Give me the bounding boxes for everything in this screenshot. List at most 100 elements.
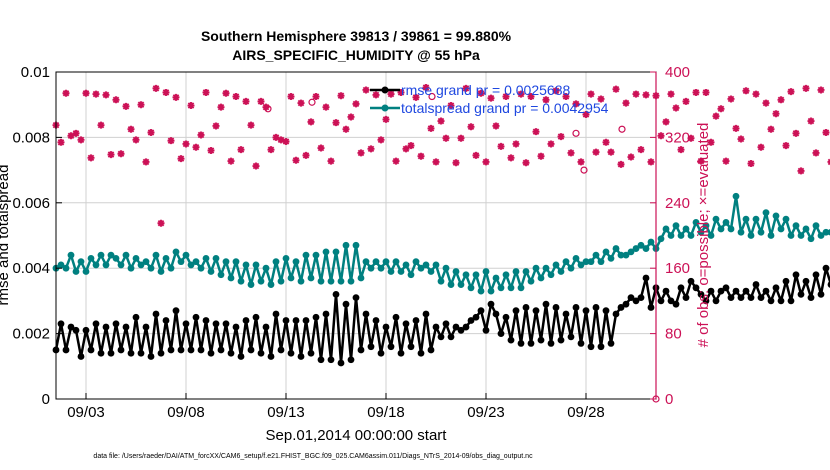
point-rmse (607, 340, 615, 347)
point-rmse (227, 349, 235, 357)
obs-evaluated-marker (422, 84, 430, 92)
point-rmse (517, 340, 525, 347)
obs-evaluated-marker (347, 113, 355, 121)
point-rmse (192, 313, 200, 321)
point-totalspread (262, 264, 270, 272)
point-rmse (267, 353, 275, 360)
point-rmse (142, 323, 150, 331)
point-totalspread (337, 277, 345, 285)
obs-evaluated-marker (822, 128, 830, 136)
point-totalspread (117, 261, 125, 269)
point-totalspread (377, 264, 385, 272)
point-rmse (817, 290, 825, 298)
point-rmse (107, 349, 115, 357)
obs-evaluated-marker (182, 140, 190, 148)
obs-evaluated-marker (547, 140, 555, 148)
obs-evaluated-marker (417, 152, 425, 160)
point-rmse (662, 287, 670, 295)
point-totalspread (297, 277, 305, 285)
obs-evaluated-marker (382, 115, 390, 123)
point-totalspread (397, 268, 405, 275)
obs-evaluated-marker (757, 143, 765, 151)
point-rmse (582, 307, 590, 315)
point-rmse (657, 297, 665, 305)
point-rmse (122, 323, 130, 331)
point-rmse (397, 349, 405, 357)
point-rmse (512, 307, 520, 315)
point-rmse (717, 287, 725, 295)
point-rmse (62, 346, 70, 354)
point-rmse (112, 320, 120, 328)
obs-evaluated-marker (447, 102, 455, 110)
point-rmse (352, 294, 360, 302)
point-rmse (807, 294, 815, 302)
point-totalspread (347, 277, 355, 285)
obs-evaluated-marker (712, 112, 720, 120)
point-rmse (592, 304, 600, 311)
point-rmse (497, 330, 505, 337)
point-totalspread (557, 268, 565, 275)
point-totalspread (307, 274, 315, 282)
point-totalspread (362, 258, 370, 266)
point-rmse (612, 310, 620, 318)
point-totalspread (197, 264, 205, 272)
point-totalspread (177, 258, 185, 266)
point-totalspread (227, 274, 235, 282)
point-totalspread (542, 264, 550, 272)
point-totalspread (702, 222, 710, 230)
point-totalspread (567, 264, 575, 272)
point-totalspread (382, 258, 390, 266)
point-totalspread (102, 261, 110, 269)
obs-evaluated-marker (682, 97, 690, 105)
point-rmse (92, 320, 100, 328)
point-totalspread (732, 192, 740, 200)
point-totalspread (802, 225, 810, 233)
point-rmse (632, 297, 640, 305)
obs-evaluated-marker (332, 119, 340, 127)
y-tick-label-left: 0.002 (12, 326, 50, 343)
point-rmse (202, 317, 210, 324)
obs-evaluated-marker (472, 151, 480, 159)
point-rmse (802, 277, 810, 285)
obs-evaluated-marker (407, 142, 415, 150)
obs-evaluated-marker (572, 100, 580, 108)
point-totalspread (662, 225, 670, 233)
point-totalspread (417, 264, 425, 272)
obs-evaluated-marker (597, 95, 605, 103)
obs-evaluated-marker (127, 125, 135, 133)
point-rmse (332, 290, 340, 298)
point-totalspread (92, 261, 100, 269)
obs-evaluated-marker (102, 91, 110, 99)
point-rmse (532, 307, 540, 315)
obs-evaluated-marker (172, 93, 180, 101)
point-totalspread (722, 219, 730, 226)
point-totalspread (522, 268, 530, 275)
obs-evaluated-marker (72, 129, 80, 137)
point-totalspread (247, 281, 255, 288)
point-rmse (282, 317, 290, 324)
point-totalspread (112, 254, 120, 262)
point-rmse (302, 317, 310, 324)
point-totalspread (462, 271, 470, 279)
point-totalspread (517, 284, 525, 292)
obs-evaluated-marker (112, 96, 120, 104)
point-rmse (212, 320, 220, 328)
obs-evaluated-marker (312, 93, 320, 101)
point-rmse (82, 326, 90, 334)
point-rmse (672, 300, 680, 308)
obs-possible-marker (580, 166, 588, 174)
point-rmse (602, 307, 610, 315)
point-rmse (472, 313, 480, 321)
obs-evaluated-marker (177, 155, 185, 163)
point-rmse (97, 349, 105, 357)
obs-evaluated-marker (577, 158, 585, 166)
legend-marker-rmse (381, 86, 389, 94)
obs-evaluated-marker (92, 90, 100, 98)
point-totalspread (392, 258, 400, 266)
point-rmse (77, 353, 85, 360)
obs-evaluated-marker (497, 142, 505, 150)
point-totalspread (322, 248, 330, 256)
point-totalspread (172, 248, 180, 256)
obs-evaluated-marker (307, 118, 315, 126)
